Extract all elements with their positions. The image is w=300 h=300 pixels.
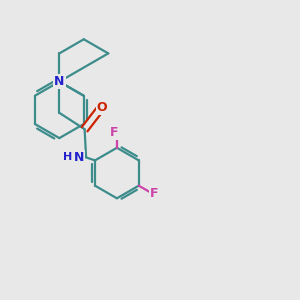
Text: O: O <box>97 101 107 114</box>
Text: H: H <box>63 152 72 162</box>
Text: F: F <box>150 187 159 200</box>
Text: N: N <box>74 151 84 164</box>
Text: N: N <box>54 75 64 88</box>
Text: F: F <box>110 126 118 139</box>
